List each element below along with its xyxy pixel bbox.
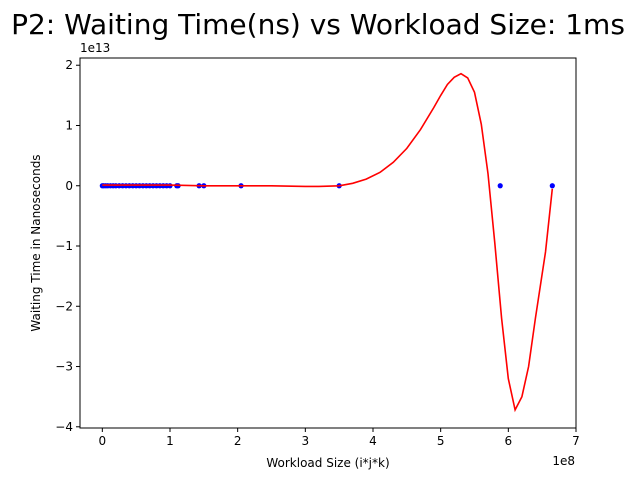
x-tick-label: 2	[234, 434, 242, 448]
fit-line	[102, 72, 554, 413]
x-tick-label: 7	[572, 434, 580, 448]
y-tick-label: −4	[55, 420, 73, 434]
chart-title: P2: Waiting Time(ns) vs Workload Size: 1…	[11, 8, 625, 41]
x-tick-label: 6	[505, 434, 513, 448]
x-tick-label: 5	[437, 434, 445, 448]
plot-area	[99, 72, 555, 413]
x-offset-text: 1e8	[552, 454, 575, 468]
y-axis-label: Waiting Time in Nanoseconds	[29, 154, 43, 331]
data-point	[549, 183, 555, 189]
y-tick-label: −3	[55, 360, 73, 374]
y-tick-label: 0	[65, 179, 73, 193]
x-axis-label: Workload Size (i*j*k)	[266, 456, 389, 470]
y-offset-text: 1e13	[80, 41, 110, 55]
y-tick-label: 1	[65, 118, 73, 132]
axis-ticks: 0 1 2 3 4 5 6 7 −4 −3 −2 −1 0 1 2	[55, 58, 580, 448]
y-tick-label: 2	[65, 58, 73, 72]
data-point	[497, 183, 503, 189]
x-tick-label: 1	[166, 434, 174, 448]
y-tick-label: −2	[55, 299, 73, 313]
x-tick-label: 4	[369, 434, 377, 448]
y-tick-label: −1	[55, 239, 73, 253]
x-tick-label: 3	[302, 434, 310, 448]
x-tick-label: 0	[99, 434, 107, 448]
plot-frame	[79, 57, 577, 429]
